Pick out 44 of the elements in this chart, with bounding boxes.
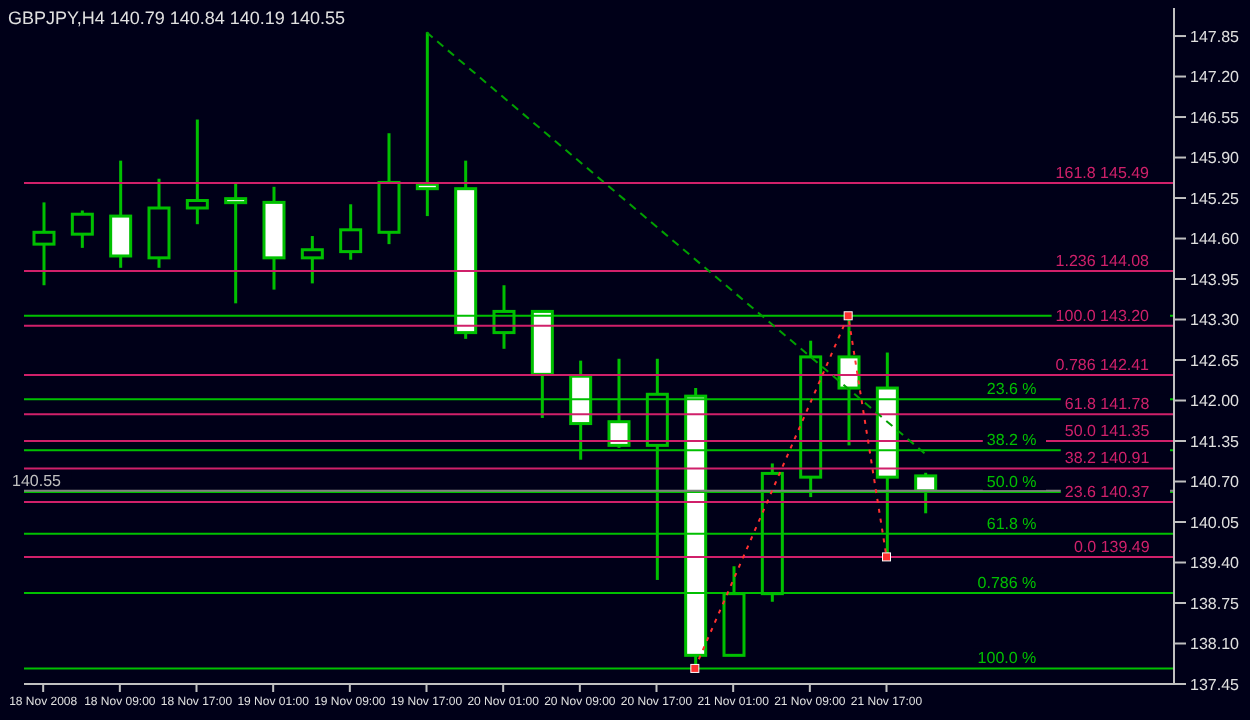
ref-line-label: 100.0 143.20 — [1055, 306, 1151, 325]
point — [690, 663, 700, 673]
annotation: 38.2 % — [986, 431, 1037, 450]
y-tick-label: 143.95 — [1190, 270, 1241, 289]
y-tick-label: 140.70 — [1190, 473, 1241, 492]
y-tick-label: 143.30 — [1190, 311, 1241, 330]
annotation: 50.0 % — [986, 473, 1037, 492]
candlestick — [70, 208, 94, 250]
y-tick-label: 146.55 — [1190, 108, 1241, 127]
point — [882, 552, 891, 562]
point — [843, 311, 853, 321]
ref-line-label: 61.8 141.78 — [1064, 395, 1151, 414]
ref-line-label: 140.55 — [12, 471, 63, 490]
y-tick-label: 147.85 — [1190, 27, 1241, 46]
candlestick — [224, 180, 248, 305]
ref-line-label: 23.6 140.37 — [1064, 483, 1151, 502]
ref-line-label: 0.0 139.49 — [1074, 537, 1151, 556]
y-tick-label: 138.75 — [1190, 594, 1241, 613]
y-tick-label: 144.60 — [1190, 230, 1241, 249]
candlestick — [339, 202, 363, 262]
candlestick — [32, 200, 56, 287]
annotation: 61.8 % — [986, 514, 1037, 533]
candlestick — [109, 159, 133, 270]
annotation: 23.6 % — [986, 380, 1037, 399]
y-tick-label: 139.40 — [1190, 554, 1241, 573]
y-tick-label: 145.25 — [1190, 189, 1241, 208]
ref-line-label: 0.786 142.41 — [1055, 355, 1151, 374]
ref-line-label: 161.8 145.49 — [1055, 164, 1151, 183]
y-tick-label: 141.35 — [1190, 432, 1241, 451]
chart-title: GBPJPY,H4 140.79 140.84 140.19 140.55 — [8, 8, 345, 28]
y-tick-label: 142.65 — [1190, 351, 1241, 370]
y-tick-label: 142.00 — [1190, 392, 1241, 411]
candlestick — [300, 234, 324, 285]
y-tick-label: 147.20 — [1190, 68, 1241, 87]
annotation: 100.0 % — [977, 649, 1037, 668]
candlestick — [185, 118, 209, 226]
annotation: 0.786 % — [977, 574, 1037, 593]
y-tick-label: 145.90 — [1190, 149, 1241, 168]
ref-line-label: 38.2 140.91 — [1064, 449, 1151, 468]
y-tick-label: 140.05 — [1190, 513, 1241, 532]
ref-line-label: 50.0 141.35 — [1064, 422, 1151, 441]
y-tick-label: 137.45 — [1190, 675, 1241, 694]
y-tick-label: 138.10 — [1190, 635, 1241, 654]
ref-line-label: 1.236 144.08 — [1055, 251, 1151, 270]
